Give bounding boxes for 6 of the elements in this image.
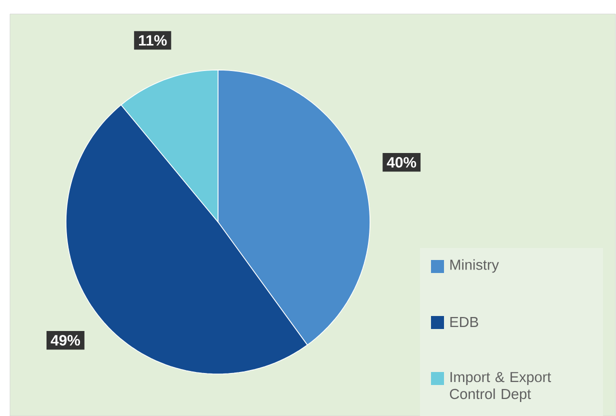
legend-label: Import & Export Control Dept	[450, 372, 552, 402]
data-label: 40%	[386, 156, 416, 168]
legend-label: EDB	[450, 316, 478, 327]
data-label: 49%	[50, 334, 80, 346]
legend-label: Ministry	[450, 259, 499, 273]
data-label: 11%	[139, 35, 167, 46]
